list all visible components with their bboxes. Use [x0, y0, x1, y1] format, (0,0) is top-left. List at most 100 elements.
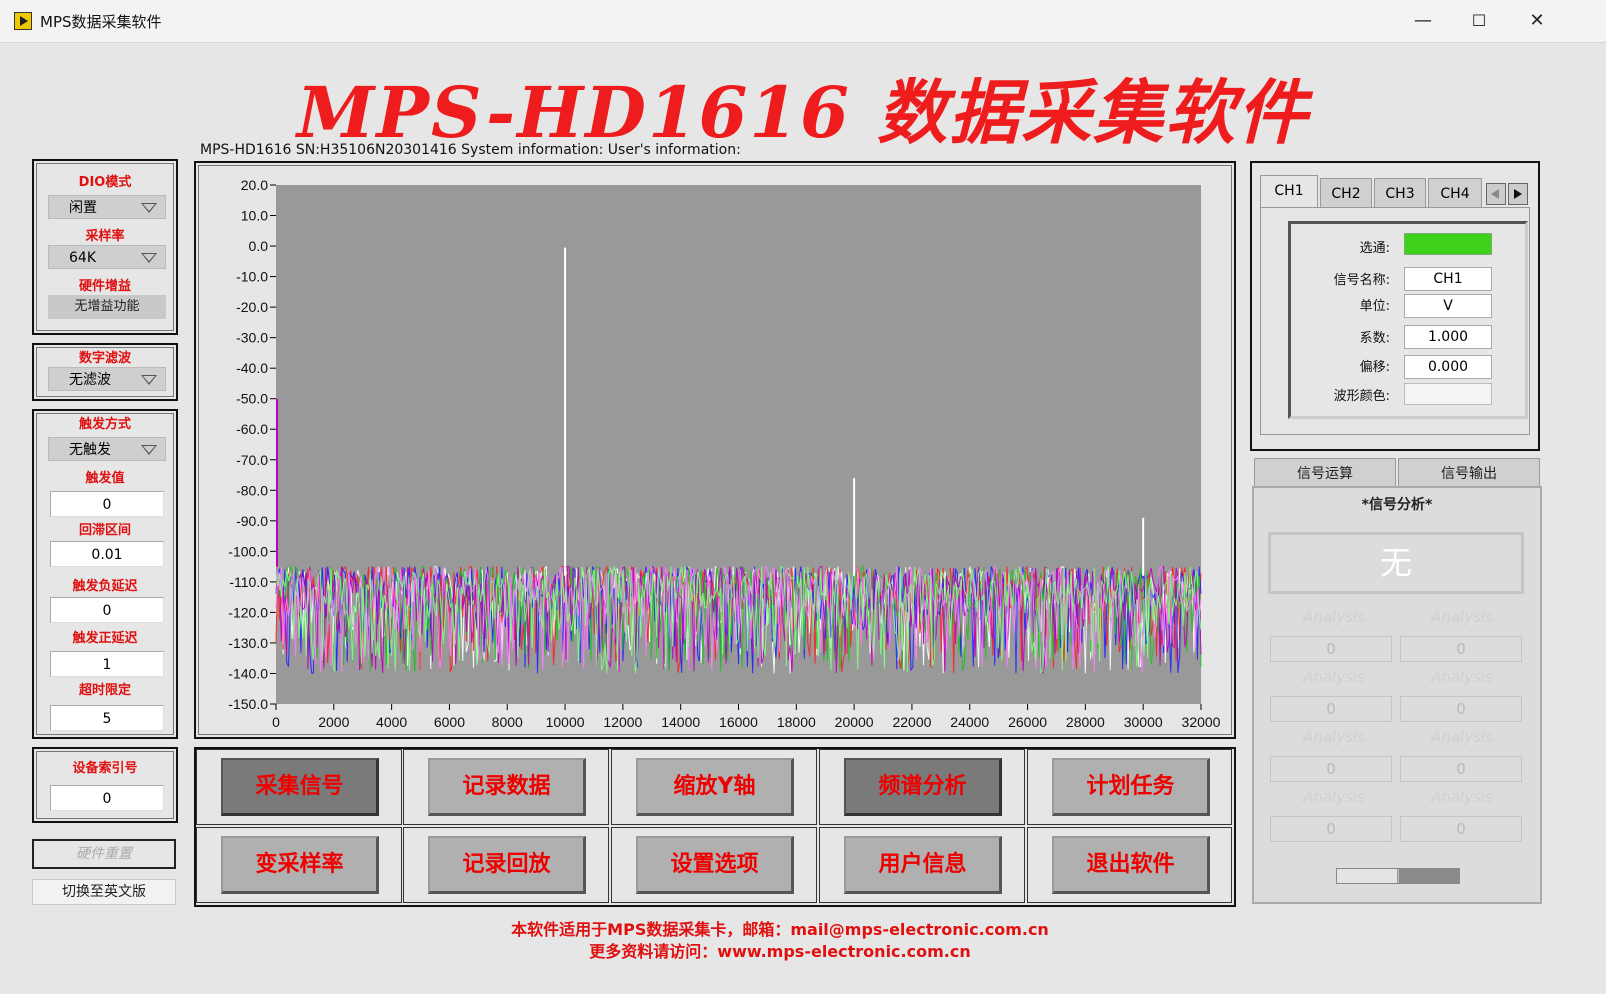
x-tick-label: 0 — [272, 714, 280, 730]
strobe-label: 选通: — [1359, 241, 1390, 256]
y-tick-label: -90.0 — [236, 513, 268, 529]
trigger-value-label: 触发值 — [85, 471, 125, 486]
trigger-mode-label: 触发方式 — [78, 417, 131, 432]
user-info-button[interactable]: 用户信息 — [844, 836, 1002, 894]
sample-rate-value: 64K — [69, 250, 96, 266]
digital-filter-value: 无滤波 — [69, 372, 111, 388]
positive-delay-input[interactable]: 1 — [50, 651, 164, 677]
hysteresis-input[interactable]: 0.01 — [50, 541, 164, 567]
button-cell: 用户信息 — [819, 827, 1025, 903]
change-sample-rate-button[interactable]: 变采样率 — [221, 836, 379, 894]
button-cell: 缩放Y轴 — [611, 749, 817, 825]
switch-language-button[interactable]: 切换至英文版 — [32, 879, 176, 905]
minimize-button[interactable]: — — [1414, 10, 1432, 31]
analysis-scrollbar[interactable] — [1336, 868, 1460, 884]
system-info: MPS-HD1616 SN:H35106N20301416 System inf… — [200, 142, 741, 158]
offset-input[interactable]: 0.000 — [1404, 355, 1492, 379]
y-tick-label: -30.0 — [236, 330, 268, 346]
scrollbar-thumb[interactable] — [1337, 869, 1398, 883]
signal-analysis-panel: 信号运算 信号输出 *信号分析* 无 Analysis Analysis 0 0… — [1252, 458, 1542, 904]
button-cell: 计划任务 — [1027, 749, 1232, 825]
sample-rate-select[interactable]: 64K — [48, 245, 166, 269]
hardware-gain-value: 无增益功能 — [48, 295, 166, 319]
coefficient-input[interactable]: 1.000 — [1404, 325, 1492, 349]
timeout-label: 超时限定 — [78, 683, 131, 698]
button-cell: 设置选项 — [611, 827, 817, 903]
exit-button[interactable]: 退出软件 — [1052, 836, 1210, 894]
tab-ch3[interactable]: CH3 — [1374, 178, 1426, 208]
waveform-color-picker[interactable] — [1404, 383, 1492, 405]
acquisition-settings-panel: DIO模式 闲置 采样率 64K 硬件增益 无增益功能 — [32, 159, 178, 335]
y-tick-label: -50.0 — [236, 391, 268, 407]
negative-delay-input[interactable]: 0 — [50, 597, 164, 623]
tab-ch1[interactable]: CH1 — [1260, 175, 1318, 208]
acquire-signal-button[interactable]: 采集信号 — [221, 758, 379, 816]
x-tick-label: 22000 — [892, 714, 931, 730]
window-title: MPS数据采集软件 — [40, 13, 162, 31]
tab-ch4[interactable]: CH4 — [1428, 178, 1482, 208]
x-tick-label: 8000 — [492, 714, 523, 730]
scheduled-task-button[interactable]: 计划任务 — [1052, 758, 1210, 816]
spectrum-analysis-button[interactable]: 频谱分析 — [844, 758, 1002, 816]
button-cell: 采集信号 — [196, 749, 402, 825]
chevron-left-icon — [1491, 189, 1499, 199]
chevron-down-icon — [141, 253, 157, 263]
record-data-button[interactable]: 记录数据 — [428, 758, 586, 816]
analysis-label: Analysis — [1431, 788, 1493, 806]
trigger-value-input[interactable]: 0 — [50, 491, 164, 517]
hardware-reset-button[interactable]: 硬件重置 — [32, 839, 176, 869]
trigger-mode-select[interactable]: 无触发 — [48, 437, 166, 461]
analysis-title: *信号分析* — [1361, 497, 1433, 513]
button-cell: 记录回放 — [403, 827, 609, 903]
main-window: MPS-HD1616 数据采集软件 MPS-HD1616 SN:H35106N2… — [0, 43, 1606, 994]
y-tick-label: -150.0 — [228, 696, 268, 712]
channel-panel-frame — [1250, 161, 1540, 451]
y-tick-label: -80.0 — [236, 482, 268, 498]
dio-mode-label: DIO模式 — [78, 175, 132, 190]
strobe-led-toggle[interactable] — [1404, 233, 1492, 255]
x-tick-label: 26000 — [1008, 714, 1047, 730]
app-title: MPS-HD1616 数据采集软件 — [296, 71, 1310, 154]
digital-filter-select[interactable]: 无滤波 — [48, 367, 166, 391]
tab-ch2[interactable]: CH2 — [1320, 178, 1372, 208]
footer-contact: 本软件适用于MPS数据采集卡，邮箱：mail@mps-electronic.co… — [511, 920, 1049, 939]
tab-signal-operation[interactable]: 信号运算 — [1254, 458, 1396, 488]
dio-mode-select[interactable]: 闲置 — [48, 195, 166, 219]
scale-y-axis-button[interactable]: 缩放Y轴 — [636, 758, 794, 816]
spectrum-series-line — [275, 564, 1202, 674]
x-tick-label: 20000 — [835, 714, 874, 730]
signal-name-input[interactable]: CH1 — [1404, 267, 1492, 291]
y-tick-label: -100.0 — [228, 543, 268, 559]
x-tick-label: 30000 — [1124, 714, 1163, 730]
y-tick-label: -40.0 — [236, 360, 268, 376]
app-icon — [14, 12, 32, 30]
offset-label: 偏移: — [1359, 360, 1390, 375]
analysis-value: 0 — [1400, 756, 1522, 782]
analysis-result: 无 — [1268, 532, 1524, 594]
unit-input[interactable]: V — [1404, 294, 1492, 318]
device-index-input[interactable]: 0 — [50, 785, 164, 811]
close-button[interactable]: ✕ — [1529, 10, 1545, 31]
x-tick-label: 6000 — [434, 714, 465, 730]
digital-filter-label: 数字滤波 — [78, 351, 131, 366]
settings-button[interactable]: 设置选项 — [636, 836, 794, 894]
analysis-value: 0 — [1400, 636, 1522, 662]
x-tick-label: 28000 — [1066, 714, 1105, 730]
channel-settings-panel: CH1 CH2 CH3 CH4 选通: 信号名称: CH1 单位: V 系数: … — [1250, 161, 1540, 451]
x-tick-label: 16000 — [719, 714, 758, 730]
maximize-button[interactable]: ☐ — [1471, 11, 1487, 30]
tab-next-button[interactable] — [1508, 183, 1528, 205]
device-index-label: 设备索引号 — [72, 761, 138, 776]
chevron-down-icon — [141, 445, 157, 455]
tab-prev-button[interactable] — [1486, 183, 1506, 205]
spectrum-chart-svg: 20.0 10.0 0.0 -10.0 -20.0 -30.0 -40.0 -50.0 -60.… — [228, 177, 1220, 730]
analysis-label: Analysis — [1431, 668, 1493, 686]
signal-name-label: 信号名称: — [1333, 273, 1390, 288]
timeout-input[interactable]: 5 — [50, 705, 164, 731]
window-titlebar: MPS数据采集软件 — ☐ ✕ — [0, 0, 1606, 43]
analysis-label: Analysis — [1303, 788, 1365, 806]
y-tick-label: 10.0 — [241, 208, 268, 224]
tab-signal-output[interactable]: 信号输出 — [1398, 458, 1540, 488]
playback-button[interactable]: 记录回放 — [428, 836, 586, 894]
device-index-panel: 设备索引号 0 — [32, 747, 178, 823]
